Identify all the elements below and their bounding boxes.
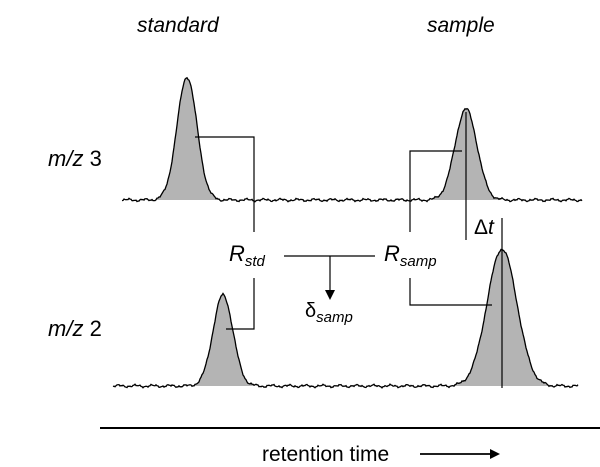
standard-header: standard	[137, 14, 219, 37]
delta-t-label: Δt	[474, 217, 494, 238]
ratio-samp-subscript: samp	[399, 253, 437, 270]
ratio-samp-symbol: R	[384, 241, 400, 266]
ratio-std-label: Rstd	[229, 241, 265, 270]
connector-std-mz2	[226, 278, 255, 330]
connector-samp-mz3	[409, 150, 462, 232]
trace-label-mz2-value: 2	[89, 316, 102, 341]
trace-label-mz3-prefix: m/z	[48, 146, 84, 171]
mz3-peak-1-area	[155, 77, 219, 201]
trace-label-mz3-value: 3	[89, 146, 102, 171]
trace-label-mz2: m/z 2	[48, 318, 102, 340]
trace-label-mz3: m/z 3	[48, 148, 102, 170]
mz2-trace-line	[112, 248, 579, 389]
ratio-std-symbol: R	[229, 241, 245, 266]
sample-header: sample	[427, 14, 495, 37]
delta-t-symbol: Δ	[474, 216, 489, 239]
mz2-peak-1-area	[191, 293, 255, 387]
connector-std-mz3	[195, 136, 255, 232]
delta-samp-subscript: samp	[316, 309, 353, 326]
retention-time-label: retention time	[262, 443, 390, 466]
delta-t-variable: t	[488, 216, 494, 239]
ratio-samp-label: Rsamp	[384, 241, 437, 270]
peaks-layer	[112, 76, 583, 389]
trace-label-mz2-prefix: m/z	[48, 316, 84, 341]
delta-samp-label: δsamp	[305, 301, 353, 325]
delta-samp-symbol: δ	[305, 300, 317, 322]
ratio-std-subscript: std	[244, 253, 265, 270]
connector-samp-mz2	[409, 278, 492, 306]
